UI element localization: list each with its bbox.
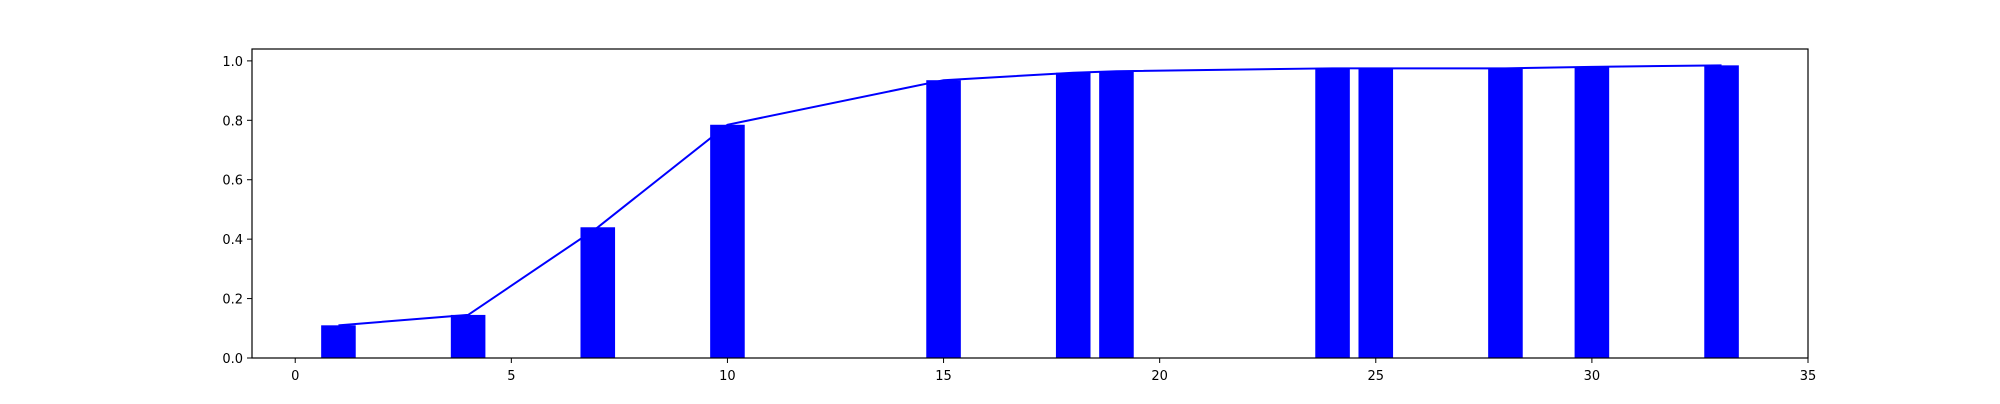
x-tick-label-3: 15 <box>935 369 952 384</box>
bar-7 <box>1315 68 1350 358</box>
y-tick-label-5: 1.0 <box>222 55 243 70</box>
bar-4 <box>926 80 961 358</box>
bar-3 <box>710 124 745 358</box>
axes <box>251 48 1809 359</box>
bar-0 <box>321 325 356 358</box>
bar-6 <box>1099 71 1134 358</box>
y-tick-label-1: 0.2 <box>222 293 243 308</box>
line-series <box>338 64 1722 327</box>
trend-line <box>338 64 1722 327</box>
x-tick-label-5: 25 <box>1368 369 1385 384</box>
x-tick-label-4: 20 <box>1151 369 1168 384</box>
bar-9 <box>1488 68 1523 358</box>
x-tick-label-2: 10 <box>719 369 736 384</box>
y-tick-label-2: 0.4 <box>222 233 243 248</box>
bar-1 <box>450 314 486 358</box>
bar-2 <box>580 227 616 358</box>
x-tick-label-0: 0 <box>291 369 299 384</box>
x-axis-ticks: 0 5 10 15 20 25 30 35 <box>291 358 1816 384</box>
y-tick-label-0: 0.0 <box>222 352 243 367</box>
bar-series <box>321 65 1739 359</box>
y-axis-ticks: 0.0 0.2 0.4 0.6 0.8 1.0 <box>222 55 252 367</box>
bar-10 <box>1574 66 1610 359</box>
bar-5 <box>1055 72 1091 359</box>
bar-8 <box>1358 68 1394 358</box>
y-tick-label-3: 0.6 <box>222 174 243 189</box>
y-tick-label-4: 0.8 <box>222 114 243 129</box>
x-tick-label-1: 5 <box>507 369 515 384</box>
axes-frame <box>251 48 1809 359</box>
x-tick-label-6: 30 <box>1584 369 1601 384</box>
bar-11 <box>1704 65 1739 359</box>
x-tick-label-7: 35 <box>1800 369 1817 384</box>
